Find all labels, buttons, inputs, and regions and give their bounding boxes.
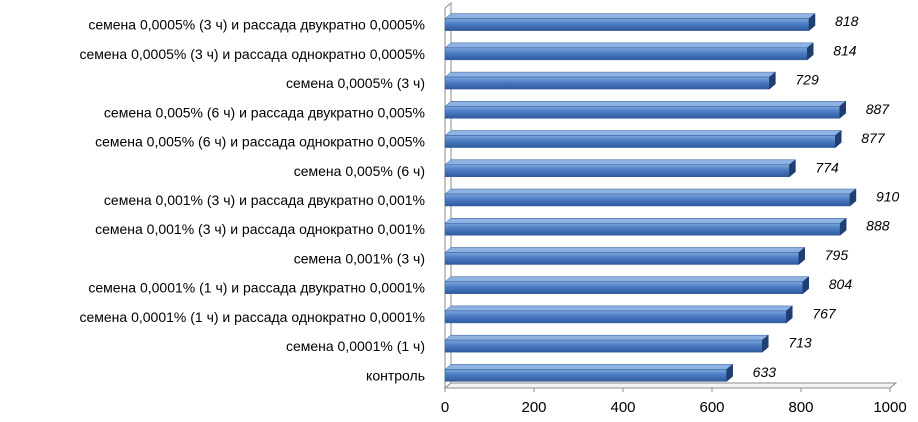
bar-end-cap	[798, 246, 806, 265]
data-label: 818	[835, 13, 859, 29]
bar	[444, 252, 800, 265]
bar	[444, 106, 840, 119]
data-label: 795	[825, 247, 849, 263]
bar	[444, 339, 763, 353]
bar-end-cap	[726, 363, 733, 382]
data-label: 713	[788, 335, 812, 351]
bar-top-face	[444, 42, 814, 49]
bar-end-cap	[789, 159, 796, 178]
category-label: семена 0,0005% (3 ч)	[286, 75, 425, 91]
category-label: контроль	[366, 367, 425, 383]
bar	[444, 76, 770, 90]
bar	[444, 47, 808, 61]
x-tick-label: 200	[521, 399, 546, 416]
category-label: семена 0,005% (6 ч) и рассада однократно…	[95, 134, 425, 150]
bar-top-face	[444, 188, 857, 195]
category-label: семена 0,001% (3 ч) и рассада двукратно …	[104, 192, 425, 208]
bar-end-cap	[808, 13, 816, 32]
bar-top-face	[444, 334, 769, 341]
bar	[444, 135, 836, 148]
data-label: 888	[866, 218, 890, 234]
bar-end-cap	[835, 130, 842, 149]
data-label: 767	[812, 305, 837, 321]
floor	[443, 382, 898, 389]
bar-end-cap	[839, 217, 847, 236]
data-label: 814	[833, 42, 857, 58]
data-label: 910	[876, 189, 900, 205]
x-tick-label: 800	[788, 399, 813, 416]
bars	[444, 13, 857, 382]
bar-end-cap	[786, 305, 793, 324]
x-tick-label: 400	[610, 399, 635, 416]
bar	[444, 281, 804, 294]
bar-end-cap	[839, 100, 846, 119]
bar-top-face	[444, 364, 734, 370]
category-label: семена 0,0001% (1 ч)	[286, 338, 425, 354]
bar-top-face	[444, 217, 847, 224]
bar	[444, 369, 727, 382]
data-label: 804	[829, 276, 853, 292]
category-label: семена 0,0001% (1 ч) и рассада однократн…	[79, 309, 425, 325]
bar-end-cap	[802, 276, 810, 295]
bar-end-cap	[762, 334, 769, 353]
bar-top-face	[444, 305, 794, 312]
bar-end-cap	[806, 42, 814, 61]
bar-end-cap	[769, 71, 776, 90]
bar	[444, 193, 851, 207]
category-label: семена 0,001% (3 ч)	[294, 250, 425, 266]
data-label: 877	[861, 130, 886, 146]
x-tick-label: 1000	[873, 399, 906, 416]
x-tick-label: 600	[699, 399, 724, 416]
data-label: 729	[795, 72, 819, 88]
bar	[444, 310, 787, 324]
bar	[444, 18, 810, 31]
category-label: семена 0,001% (3 ч) и рассада однократно…	[95, 221, 425, 237]
bar	[444, 222, 841, 236]
bar-top-face	[444, 71, 777, 78]
data-label: 887	[866, 101, 891, 117]
bar-top-face	[444, 247, 806, 253]
category-label: семена 0,005% (6 ч) и рассада двукратно …	[104, 104, 425, 120]
x-tick-label: 0	[441, 399, 449, 416]
bar-top-face	[444, 159, 797, 166]
bar-top-face	[444, 130, 842, 136]
bar-top-face	[444, 101, 847, 107]
category-label: семена 0,005% (6 ч)	[294, 163, 425, 179]
bar-end-cap	[849, 188, 857, 207]
data-label: 774	[815, 159, 839, 175]
category-label: семена 0,0005% (3 ч) и рассада однократн…	[79, 46, 425, 62]
bar-top-face	[444, 276, 810, 282]
category-label: семена 0,0001% (1 ч) и рассада двукратно…	[88, 280, 425, 296]
category-label: семена 0,0005% (3 ч) и рассада двукратно…	[88, 17, 425, 33]
data-label: 633	[753, 364, 777, 380]
bar	[444, 164, 790, 178]
bar-top-face	[444, 13, 816, 19]
labels: 0 200 400 600 800 1000 818 семена 0,0005% (3 ч)…	[79, 13, 906, 416]
